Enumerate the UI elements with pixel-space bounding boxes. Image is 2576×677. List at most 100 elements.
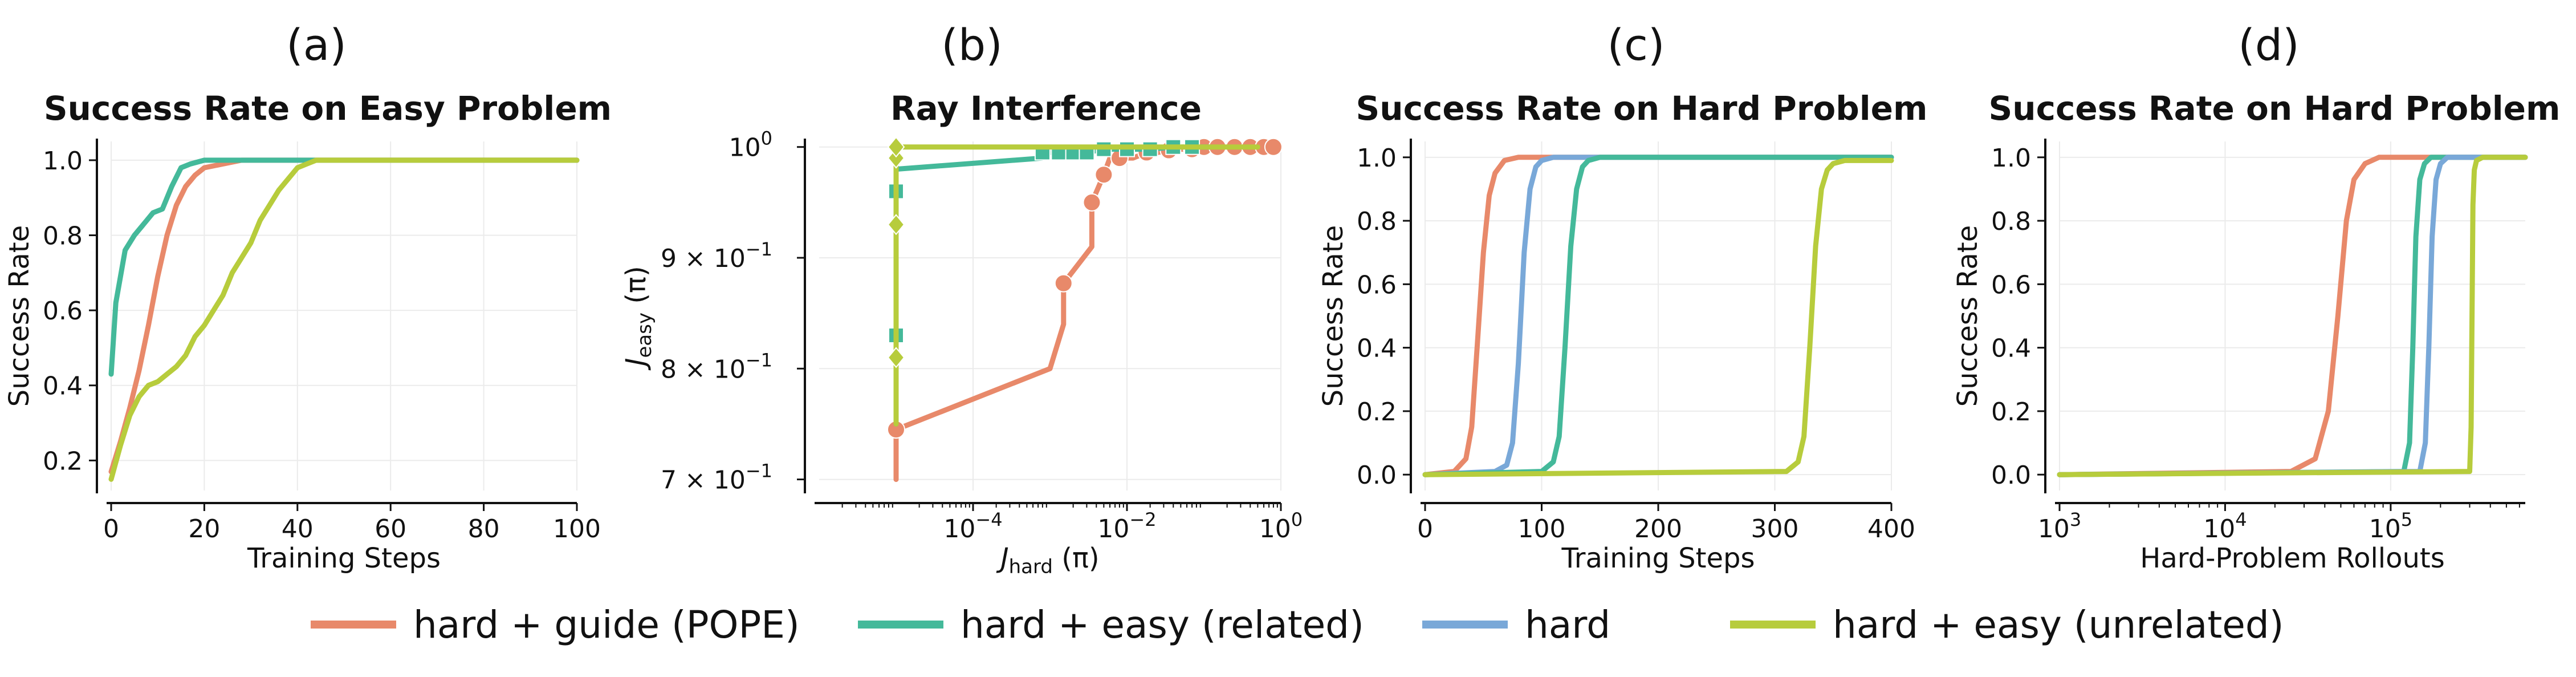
data-point [1264,137,1283,156]
chart-title: Ray Interference [890,89,1202,128]
series-related [888,139,1213,427]
data-point [887,136,905,158]
series-pope [887,137,1283,483]
chart-title: Success Rate on Hard Problem [1356,89,1928,128]
x-tick-label-base: 10 [943,514,975,544]
legend-label: hard + easy (related) [961,603,1364,647]
x-axis-label: Training Steps [1561,542,1755,574]
panel-letter: (c) [1607,19,1665,70]
y-tick-label: 0.2 [43,447,83,476]
x-tick-label-exp: 4 [2235,509,2247,530]
series-line [893,144,1213,427]
x-tick-label-exp: 3 [2070,509,2081,530]
series-line [1422,155,1894,477]
x-tick-label: 0 [1417,514,1433,544]
x-tick-label-base: 10 [2203,514,2235,544]
x-tick-label-exp: 5 [2401,509,2412,530]
x-tick-label: 40 [282,514,314,544]
series-related [108,157,580,377]
x-tick-label: 100 [553,514,601,544]
x-axis-label: Training Steps [247,542,441,574]
y-tick-label: 100 [729,128,772,163]
series-line [2057,155,2528,477]
y-tick-label: 1.0 [1357,144,1397,173]
x-tick-label: 104 [2203,509,2247,544]
series-line [2057,155,2528,477]
chart-title: Success Rate on Easy Problem [44,89,612,128]
series-hard [2057,155,2528,477]
series-line [1422,155,1894,477]
legend-label: hard + easy (unrelated) [1833,603,2284,647]
series-unrelated [887,136,1260,427]
data-point [1083,193,1101,212]
y-tick-label: 0.0 [1357,461,1397,490]
y-tick-label: 1.0 [43,147,83,176]
y-tick-label-exp: 0 [761,128,772,149]
x-tick-label-base: 10 [2038,514,2070,544]
data-point [1054,274,1073,293]
y-tick-label-base: 8 × 10 [661,355,746,384]
series-pope [108,157,580,475]
x-tick-label: 10−4 [943,509,1002,544]
legend-label: hard + guide (POPE) [413,603,800,647]
y-tick-label-base: 10 [729,133,761,163]
x-tick-label: 105 [2369,509,2412,544]
y-axis-label-main: J [620,358,652,371]
series-line [1422,155,1894,477]
y-axis-label: Success Rate [1317,225,1349,407]
legend-label: hard [1525,603,1610,647]
panel-letter: (a) [286,19,347,70]
y-axis-label-sub: easy [633,313,656,358]
y-tick-label: 0.2 [1357,398,1397,427]
series-line [108,157,580,377]
x-tick-label: 200 [1634,514,1682,544]
y-tick-label: 0.6 [43,297,83,326]
x-tick-label: 100 [1259,509,1303,544]
y-axis-label: Success Rate [1952,225,1984,407]
y-tick-label: 0.8 [1991,207,2031,236]
x-tick-label: 100 [1518,514,1566,544]
panel-letter: (d) [2238,19,2300,70]
y-tick-label-exp: −1 [746,238,772,260]
series-line [893,144,1260,427]
y-axis-label: Success Rate [3,225,35,407]
y-tick-label-base: 7 × 10 [661,466,746,495]
x-tick-label-base: 10 [1097,514,1129,544]
series-unrelated [1422,157,1894,477]
x-tick-label: 10−2 [1097,509,1156,544]
series-unrelated [2057,155,2528,477]
y-tick-label: 0.4 [1991,334,2031,363]
x-axis-label-tail: (π) [1053,542,1100,574]
x-tick-label: 300 [1751,514,1799,544]
chart-title: Success Rate on Hard Problem [1989,89,2561,128]
y-tick-label: 0.8 [43,222,83,251]
y-tick-label: 0.6 [1991,270,2031,299]
x-axis-label-main: J [996,542,1008,574]
y-tick-label: 0.0 [1991,461,2031,490]
series-related [2057,155,2528,477]
y-tick-label: 8 × 10−1 [661,349,772,384]
grid [2059,141,2525,490]
x-axis-label-sub: hard [1009,556,1053,578]
panel-letter: (b) [941,19,1003,70]
y-tick-label: 0.2 [1991,398,2031,427]
y-tick-label: 0.4 [43,372,83,401]
y-tick-label: 0.6 [1357,270,1397,299]
y-tick-label: 1.0 [1991,144,2031,173]
y-tick-label: 7 × 10−1 [661,460,772,495]
chart-panel-c: (c) Success Rate on Hard Problem 0 100 200 30… [1317,19,1927,574]
y-tick-label: 9 × 10−1 [661,238,772,273]
series-pope [1422,155,1894,477]
series-line [108,157,580,482]
series-related [1422,155,1894,477]
y-axis-label: Jeasy (π) [620,266,656,370]
x-tick-label: 0 [103,514,119,544]
chart-panel-a: (a) Success Rate on Easy Problem 0 20 40 60 80… [3,19,612,574]
data-point [1094,165,1113,184]
series-line [1422,157,1894,477]
data-point [887,147,905,169]
x-tick-label-base: 10 [1259,514,1291,544]
series-unrelated [108,157,580,482]
